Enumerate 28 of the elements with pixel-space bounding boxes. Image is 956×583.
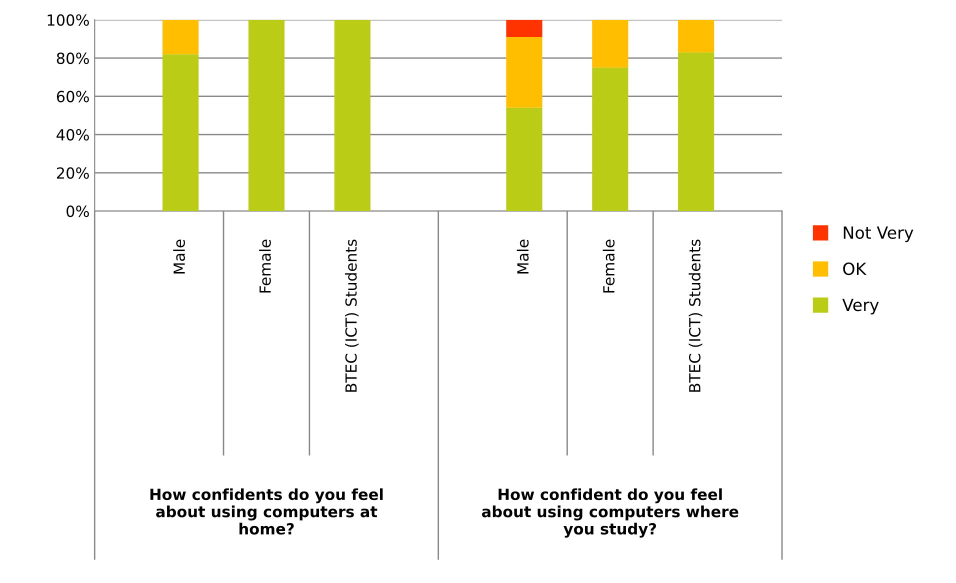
x-tick-label: Male — [173, 240, 185, 274]
bar — [506, 108, 542, 212]
bar — [162, 54, 199, 212]
x-tick-label: BTEC (ICT) Students — [345, 240, 359, 392]
legend-label: OK — [843, 262, 867, 276]
x-tick-label: Female — [259, 240, 271, 293]
x-tick-label: Male — [516, 240, 529, 274]
bar — [248, 20, 285, 212]
y-tick-label: 100% — [48, 14, 89, 26]
x-tick-label: Female — [602, 240, 615, 293]
bar — [506, 20, 542, 38]
bar — [678, 52, 714, 212]
y-tick-label: 40% — [56, 129, 89, 141]
y-tick-label: 0% — [66, 206, 89, 218]
bar — [506, 37, 542, 108]
bar — [162, 20, 199, 54]
bar — [592, 20, 628, 68]
bar — [678, 20, 714, 52]
text: How confident do you feel about using computers where you study? — [482, 488, 738, 538]
bar — [592, 68, 628, 212]
x-tick-label: BTEC (ICT) Students — [688, 240, 702, 392]
y-tick-label: 80% — [56, 52, 89, 64]
legend-label: Not Very — [844, 226, 914, 242]
y-tick-label: 60% — [56, 90, 89, 102]
legend-label: Very — [842, 298, 879, 314]
y-tick-label: 20% — [56, 167, 89, 179]
text: How confidents do you feel about using computers at home? — [150, 488, 383, 535]
bar — [334, 20, 370, 212]
